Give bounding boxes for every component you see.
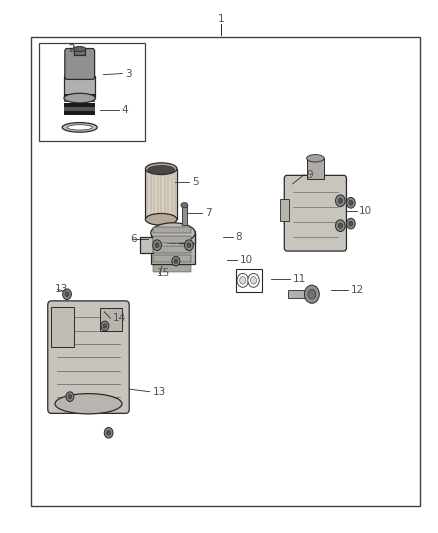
Circle shape bbox=[63, 289, 71, 300]
Circle shape bbox=[66, 392, 74, 401]
Text: 10: 10 bbox=[359, 206, 372, 216]
Bar bbox=[152, 236, 191, 243]
FancyBboxPatch shape bbox=[48, 301, 129, 414]
Circle shape bbox=[103, 324, 106, 328]
Text: 2: 2 bbox=[68, 44, 74, 54]
Text: 12: 12 bbox=[350, 285, 364, 295]
Bar bbox=[140, 237, 152, 253]
Bar bbox=[64, 111, 95, 115]
Bar bbox=[152, 255, 191, 262]
Text: 5: 5 bbox=[192, 177, 198, 187]
Circle shape bbox=[65, 292, 69, 296]
Bar bbox=[39, 43, 145, 141]
Circle shape bbox=[336, 220, 345, 231]
Text: 14: 14 bbox=[113, 313, 126, 323]
Circle shape bbox=[248, 273, 259, 287]
Bar bbox=[236, 269, 262, 292]
Bar bbox=[179, 231, 194, 243]
Circle shape bbox=[174, 259, 178, 263]
Bar bbox=[280, 199, 289, 221]
Ellipse shape bbox=[145, 163, 177, 175]
Ellipse shape bbox=[64, 93, 95, 103]
Text: 1: 1 bbox=[218, 14, 225, 23]
Circle shape bbox=[153, 240, 162, 251]
Text: 8: 8 bbox=[235, 232, 242, 242]
Bar bbox=[64, 76, 95, 98]
Bar bbox=[152, 265, 191, 272]
Text: 10: 10 bbox=[240, 255, 253, 264]
Text: 7: 7 bbox=[205, 208, 212, 218]
Text: 11: 11 bbox=[293, 274, 306, 284]
Bar bbox=[64, 94, 95, 98]
Circle shape bbox=[68, 394, 72, 399]
Circle shape bbox=[101, 321, 109, 330]
Circle shape bbox=[308, 289, 316, 299]
Bar bbox=[51, 307, 74, 346]
Text: 13: 13 bbox=[55, 285, 68, 294]
Circle shape bbox=[346, 198, 355, 208]
Text: 2: 2 bbox=[68, 44, 74, 54]
Text: 9: 9 bbox=[307, 170, 313, 180]
Text: 4: 4 bbox=[122, 106, 128, 115]
Bar bbox=[74, 48, 85, 55]
Circle shape bbox=[349, 221, 353, 226]
Ellipse shape bbox=[151, 223, 195, 243]
Circle shape bbox=[304, 285, 319, 303]
Circle shape bbox=[338, 223, 343, 228]
Circle shape bbox=[336, 195, 345, 207]
Ellipse shape bbox=[148, 165, 175, 174]
Circle shape bbox=[106, 431, 111, 435]
Bar bbox=[64, 103, 95, 107]
Ellipse shape bbox=[307, 155, 324, 162]
Circle shape bbox=[184, 240, 193, 251]
Circle shape bbox=[349, 200, 353, 205]
Bar bbox=[182, 205, 187, 225]
Circle shape bbox=[237, 273, 248, 287]
Bar bbox=[64, 107, 95, 111]
Circle shape bbox=[338, 198, 343, 204]
Circle shape bbox=[104, 427, 113, 438]
Bar bbox=[152, 233, 194, 264]
Bar bbox=[288, 290, 312, 298]
Text: 6: 6 bbox=[131, 235, 137, 244]
Ellipse shape bbox=[62, 123, 97, 132]
Ellipse shape bbox=[145, 213, 177, 225]
Bar bbox=[152, 246, 191, 253]
Circle shape bbox=[155, 243, 159, 247]
FancyBboxPatch shape bbox=[284, 175, 346, 251]
Ellipse shape bbox=[55, 393, 122, 414]
Text: 13: 13 bbox=[152, 387, 166, 397]
Circle shape bbox=[172, 256, 180, 266]
Bar bbox=[145, 168, 177, 220]
Bar bbox=[307, 158, 324, 179]
Circle shape bbox=[346, 219, 355, 229]
Ellipse shape bbox=[67, 125, 92, 130]
Ellipse shape bbox=[181, 203, 188, 208]
Text: 15: 15 bbox=[157, 269, 170, 278]
Bar bbox=[31, 37, 420, 506]
Bar bbox=[100, 308, 122, 331]
Bar bbox=[64, 99, 95, 102]
FancyBboxPatch shape bbox=[65, 49, 95, 79]
Text: 3: 3 bbox=[125, 69, 131, 78]
Circle shape bbox=[187, 243, 191, 247]
Circle shape bbox=[251, 277, 257, 284]
Ellipse shape bbox=[74, 46, 86, 52]
Circle shape bbox=[240, 277, 246, 284]
Bar bbox=[152, 227, 191, 233]
